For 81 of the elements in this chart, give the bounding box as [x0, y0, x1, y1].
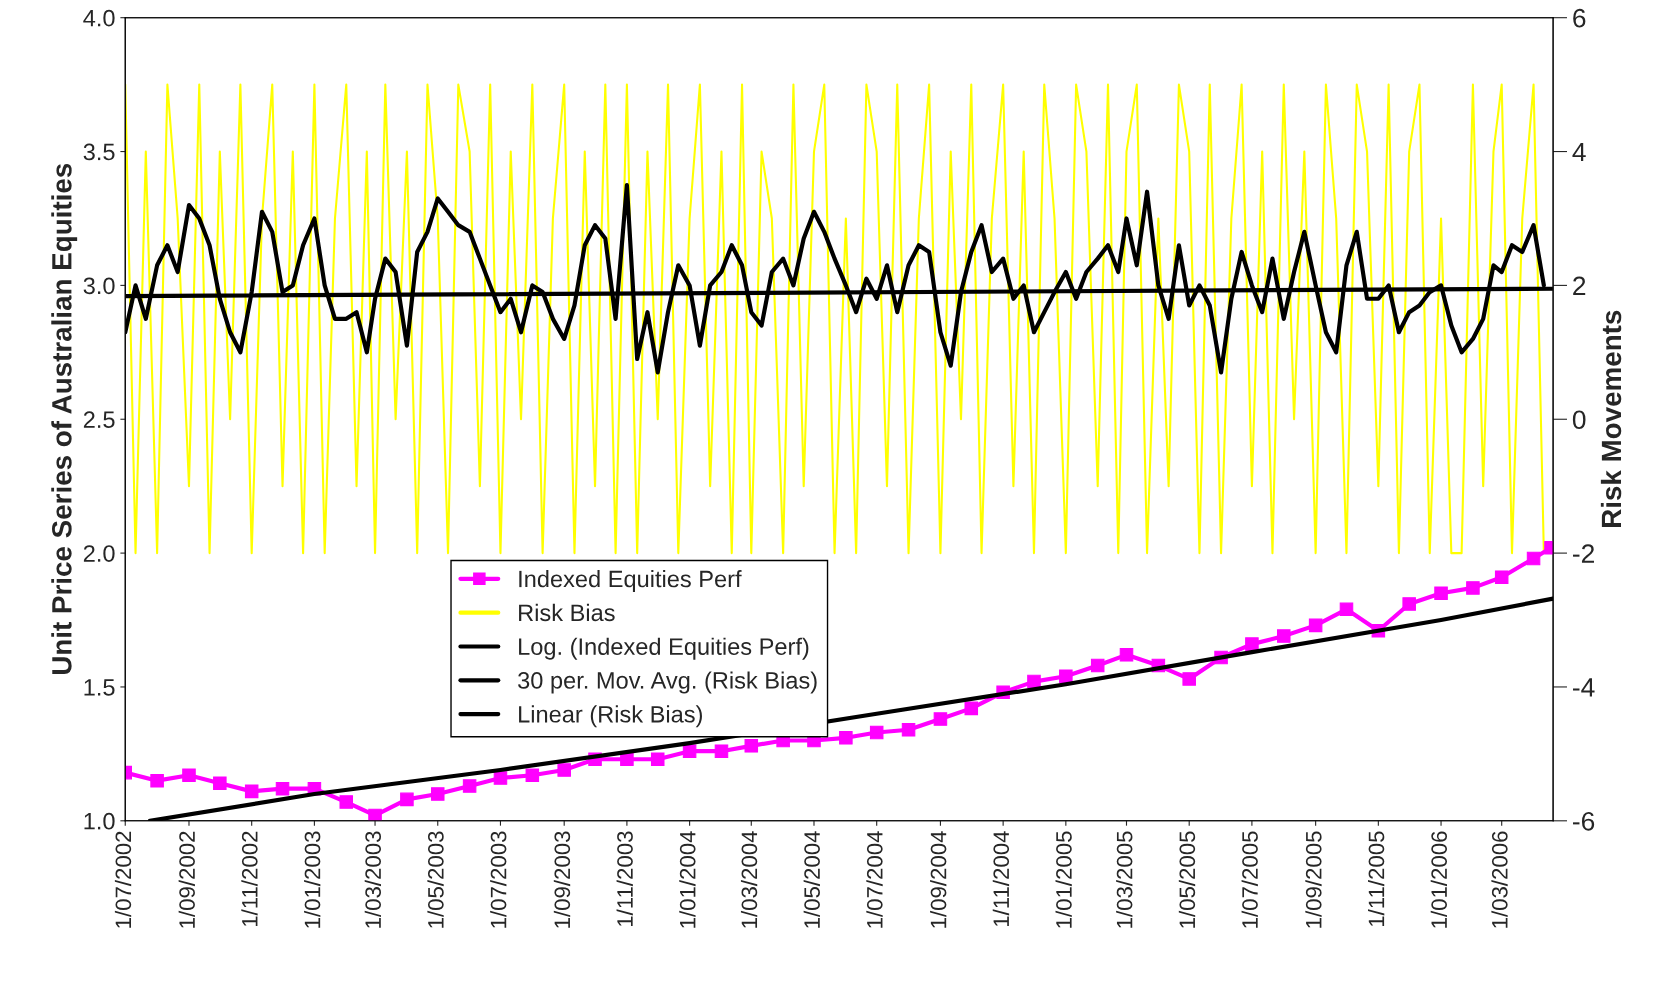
point	[1059, 669, 1073, 684]
x-tick-label: 1/09/2002	[178, 831, 195, 928]
x-tick-label: 1/11/2002	[241, 831, 258, 927]
point	[1339, 602, 1354, 617]
x-tick-label: 1/07/2005	[1241, 831, 1258, 928]
y2-tick-label: -2	[1573, 544, 1594, 563]
y-tick-label: 2.0	[83, 545, 115, 562]
point	[839, 731, 853, 745]
point	[650, 752, 665, 766]
y2-tick-label: -6	[1573, 811, 1595, 831]
legend-label: Risk Bias	[519, 603, 615, 622]
y2-tick-label: 2	[1573, 276, 1586, 295]
legend-label: Indexed Equities Perf	[519, 570, 742, 593]
x-tick-label: 1/07/2003	[490, 831, 507, 928]
legend-label: Linear (Risk Bias)	[519, 705, 702, 728]
point	[400, 792, 414, 807]
y2-axis-title: Risk Movements	[1600, 310, 1622, 527]
legend-label: Log. (Indexed Equities Perf)	[519, 637, 809, 660]
point	[339, 795, 354, 809]
legend-label: 30 per. Mov. Avg. (Risk Bias)	[518, 671, 817, 694]
x-tick-label: 1/09/2005	[1305, 831, 1322, 928]
y-tick-label: 3.0	[83, 277, 115, 295]
x-tick-label: 1/01/2006	[1430, 831, 1448, 928]
point	[368, 808, 382, 821]
point	[275, 781, 290, 796]
y-tick-label: 1.0	[84, 812, 115, 830]
x-tick-label: 1/05/2003	[427, 831, 444, 928]
x-tick-label: 1/09/2004	[930, 831, 947, 928]
x-tick-label: 1/03/2005	[1116, 831, 1133, 928]
point	[682, 744, 697, 758]
x-tick-label: 1/01/2005	[1055, 831, 1072, 928]
y2-tick-label: 4	[1572, 142, 1586, 162]
point	[933, 712, 948, 726]
point	[557, 763, 571, 777]
x-tick-label: 1/01/2003	[304, 831, 321, 928]
point	[213, 776, 227, 791]
point	[1494, 570, 1509, 584]
point	[964, 701, 979, 716]
x-tick-label: 1/01/2004	[679, 831, 696, 928]
x-tick-label: 1/07/2002	[114, 831, 132, 928]
y-tick-label: 3.5	[83, 143, 115, 161]
y-tick-label: 1.5	[84, 679, 115, 696]
point	[244, 784, 259, 799]
point	[493, 771, 508, 785]
x-tick-label: 1/03/2003	[364, 831, 382, 928]
x-tick-label: 1/05/2005	[1178, 831, 1196, 928]
point	[525, 768, 540, 783]
point	[901, 723, 916, 737]
point	[1090, 658, 1105, 673]
point	[1119, 648, 1134, 662]
x-tick-label: 1/03/2004	[740, 831, 758, 928]
x-tick-label: 1/07/2004	[866, 831, 883, 928]
point	[1526, 551, 1541, 566]
point	[620, 752, 634, 766]
x-tick-label: 1/09/2003	[553, 831, 571, 928]
y-tick-label: 2.5	[83, 411, 115, 429]
x-tick-label: 1/05/2004	[803, 831, 820, 928]
point	[1434, 586, 1448, 601]
point	[1182, 672, 1196, 686]
point	[462, 779, 477, 793]
x-tick-label: 1/03/2006	[1491, 831, 1508, 928]
y2-tick-label: 6	[1573, 8, 1586, 28]
point	[1402, 597, 1416, 611]
x-tick-label: 1/11/2003	[616, 831, 633, 927]
point	[1308, 618, 1323, 633]
point	[1245, 637, 1259, 651]
y2-tick-label: 0	[1572, 410, 1586, 430]
x-tick-label: 1/11/2004	[992, 831, 1010, 927]
y-tick-label: 4.0	[83, 9, 115, 27]
point	[150, 773, 164, 788]
x-tick-label: 1/11/2005	[1367, 831, 1385, 927]
point	[182, 768, 196, 783]
point	[1027, 674, 1041, 689]
point	[869, 725, 884, 740]
point	[1277, 629, 1291, 643]
point	[714, 744, 729, 758]
point	[744, 739, 759, 753]
point	[430, 787, 445, 801]
point	[1466, 581, 1480, 595]
y-axis-title: Unit Price Series of Australian Equities	[51, 163, 78, 675]
y2-tick-label: -4	[1573, 678, 1595, 697]
